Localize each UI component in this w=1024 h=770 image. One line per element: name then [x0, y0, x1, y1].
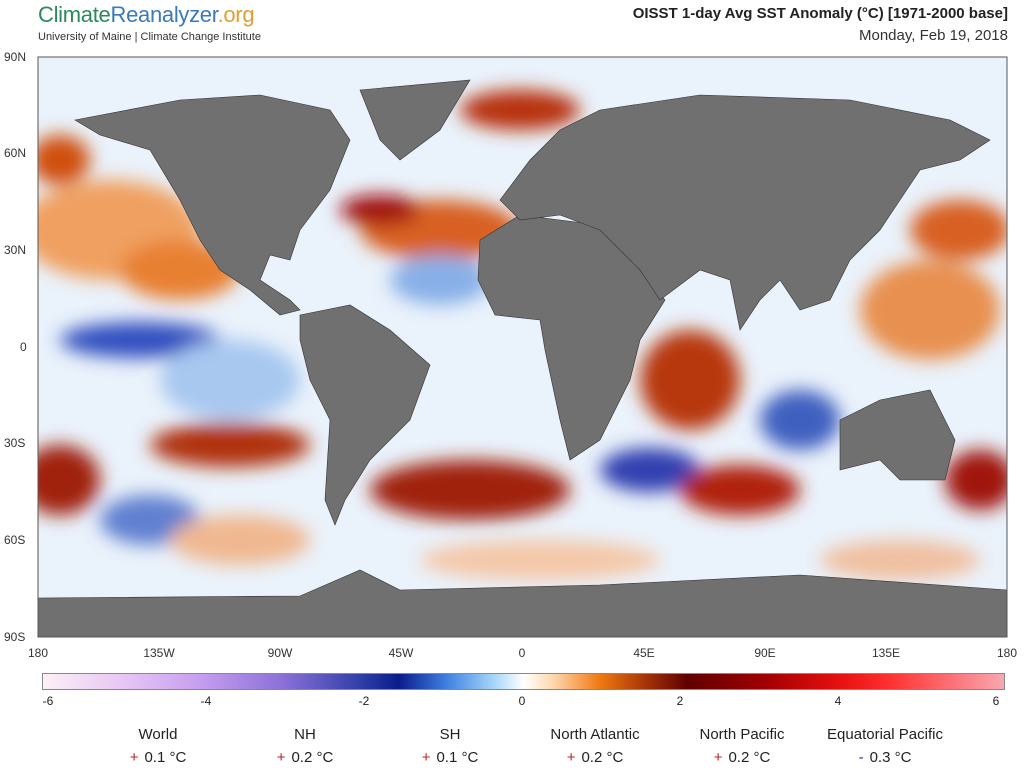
stat-label: NH	[294, 726, 316, 743]
stat-north-pacific: North Pacific +0.2 °C	[672, 726, 812, 766]
colorbar-tick: 4	[834, 694, 842, 708]
stat-sign: +	[276, 749, 286, 766]
lon-label: 180	[27, 646, 49, 660]
south-america	[299, 304, 431, 526]
colorbar-tick: -6	[42, 694, 54, 708]
lon-label: 135W	[143, 646, 175, 660]
lat-label: 0	[20, 340, 27, 354]
lat-label: 30S	[4, 436, 26, 450]
stat-value: 0.1 °C	[436, 749, 479, 766]
lat-label: 60N	[4, 146, 27, 160]
colorbar-tick: -2	[358, 694, 370, 708]
stat-sign: +	[129, 749, 139, 766]
lon-label: 90E	[754, 646, 776, 660]
lon-label: 45W	[388, 646, 414, 660]
stat-value: 0.1 °C	[144, 749, 187, 766]
colorbar-tick: 2	[676, 694, 684, 708]
australia	[839, 389, 956, 481]
lat-label: 60S	[4, 533, 26, 547]
lon-label: 135E	[871, 646, 901, 660]
north-america	[74, 94, 351, 316]
logo-part: .org	[217, 2, 255, 27]
stat-value: 0.3 °C	[869, 749, 912, 766]
logo-part: Climate	[38, 2, 111, 27]
climate-reanalyzer-logo[interactable]: ClimateReanalyzer.org	[38, 2, 255, 28]
stat-nh: NH +0.2 °C	[235, 726, 375, 766]
stat-world: World +0.1 °C	[88, 726, 228, 766]
stat-value: 0.2 °C	[728, 749, 771, 766]
colorbar-tick: 0	[518, 694, 526, 708]
colorbar-tick: 6	[992, 694, 1000, 708]
logo-subtitle: University of Maine | Climate Change Ins…	[38, 31, 261, 43]
lon-label: 90W	[267, 646, 293, 660]
stat-label: North Pacific	[699, 726, 785, 743]
stat-label: North Atlantic	[550, 726, 640, 743]
land-masses	[37, 79, 1008, 638]
stat-sh: SH +0.1 °C	[380, 726, 520, 766]
stat-label: Equatorial Pacific	[827, 726, 943, 743]
stat-sign: -	[858, 749, 864, 766]
map-title: OISST 1-day Avg SST Anomaly (°C) [1971-2…	[632, 5, 1008, 22]
lon-label: 180	[996, 646, 1018, 660]
lat-label: 90N	[4, 50, 27, 64]
stat-equatorial-pacific: Equatorial Pacific -0.3 °C	[800, 726, 970, 766]
colorbar-tick: -4	[200, 694, 212, 708]
eurasia	[499, 94, 991, 331]
stat-sign: +	[566, 749, 576, 766]
stat-value: 0.2 °C	[581, 749, 624, 766]
lon-label: 45E	[633, 646, 655, 660]
lat-label: 30N	[4, 243, 27, 257]
map-date: Monday, Feb 19, 2018	[859, 27, 1008, 44]
stat-label: World	[138, 726, 178, 743]
stat-north-atlantic: North Atlantic +0.2 °C	[525, 726, 665, 766]
map-frame	[37, 56, 1008, 638]
stat-sign: +	[713, 749, 723, 766]
lon-label: 0	[518, 646, 526, 660]
logo-part: Reanalyzer	[110, 2, 218, 27]
stat-value: 0.2 °C	[291, 749, 334, 766]
greenland	[359, 79, 471, 161]
stat-label: SH	[439, 726, 461, 743]
stat-sign: +	[421, 749, 431, 766]
color-scale-bar	[42, 673, 1005, 690]
lat-label: 90S	[4, 630, 26, 644]
